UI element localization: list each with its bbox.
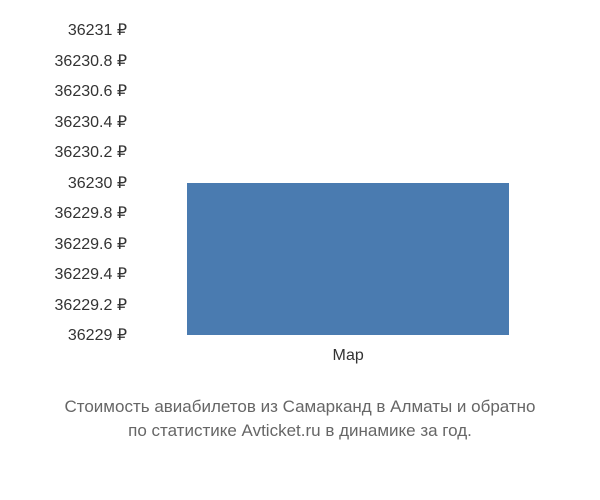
caption-line-2: по статистике Avticket.ru в динамике за … [128, 421, 472, 440]
y-tick: 36230 ₽ [68, 173, 127, 193]
chart-caption: Стоимость авиабилетов из Самарканд в Алм… [0, 395, 600, 443]
y-tick: 36231 ₽ [68, 20, 127, 40]
y-tick: 36230.2 ₽ [55, 142, 127, 162]
caption-line-1: Стоимость авиабилетов из Самарканд в Алм… [64, 397, 535, 416]
bar [187, 183, 509, 336]
y-axis: 36231 ₽36230.8 ₽36230.6 ₽36230.4 ₽36230.… [0, 30, 135, 335]
y-tick: 36229.4 ₽ [55, 264, 127, 284]
chart-container: 36231 ₽ 36230.8 ₽ 36230.6 ₽ 36230.4 ₽ 36230.… [0, 0, 600, 400]
y-tick: 36229.2 ₽ [55, 295, 127, 315]
y-tick: 36229.8 ₽ [55, 203, 127, 223]
plot-area: Мар [135, 30, 570, 335]
y-tick: 36229.6 ₽ [55, 234, 127, 254]
y-tick: 36230.8 ₽ [55, 51, 127, 71]
y-tick: 36230.6 ₽ [55, 81, 127, 101]
y-tick: 36229 ₽ [68, 325, 127, 345]
x-tick-label: Мар [332, 347, 363, 365]
y-tick: 36230.4 ₽ [55, 112, 127, 132]
